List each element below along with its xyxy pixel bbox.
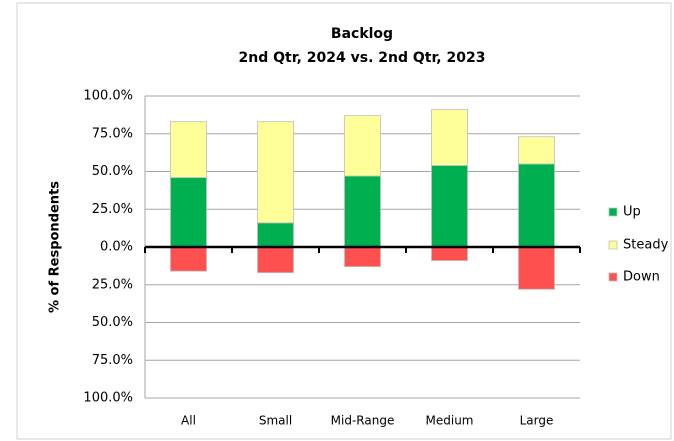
x-tick-label: All: [181, 414, 196, 428]
x-tick-label: Medium: [426, 414, 474, 428]
bar-segment: [257, 121, 294, 224]
bar-segment: [431, 165, 468, 248]
bar-segment: [431, 109, 468, 166]
x-tick-label: Small: [259, 414, 292, 428]
legend-label: Down: [623, 270, 660, 285]
y-tick-label: 50.0%: [92, 164, 133, 179]
x-tick-label: Mid-Range: [331, 414, 395, 428]
bar-segment: [518, 163, 555, 248]
y-tick-label: 75.0%: [92, 353, 133, 368]
y-axis-label: % of Respondents: [48, 181, 63, 313]
bar-segment: [518, 246, 555, 290]
y-tick-label: 100.0%: [83, 89, 133, 104]
chart-subtitle: 2nd Qtr, 2024 vs. 2nd Qtr, 2023: [239, 50, 486, 66]
legend-swatch: [608, 272, 618, 282]
chart-title: Backlog: [331, 26, 393, 42]
legend-swatch: [608, 207, 618, 217]
bar-segment: [344, 246, 381, 268]
bar-segment: [344, 115, 381, 177]
y-tick-label: 50.0%: [92, 315, 133, 330]
legend-label: Steady: [623, 238, 669, 253]
bar-segment: [344, 175, 381, 248]
bar-segment: [518, 136, 555, 165]
y-tick-label: 75.0%: [92, 126, 133, 141]
y-tick-label: 0.0%: [100, 240, 133, 255]
chart-frame: [16, 2, 672, 440]
y-tick-label: 100.0%: [83, 391, 133, 406]
bar-segment: [431, 246, 468, 261]
x-tick-label: Large: [520, 414, 554, 428]
bar-segment: [257, 222, 294, 248]
y-tick-label: 25.0%: [92, 277, 133, 292]
bar-segment: [170, 177, 207, 248]
y-tick-label: 25.0%: [92, 202, 133, 217]
bar-segment: [257, 246, 294, 274]
bar-segment: [170, 246, 207, 272]
bar-segment: [170, 121, 207, 178]
legend-swatch: [608, 240, 618, 250]
legend-label: Up: [623, 205, 641, 220]
